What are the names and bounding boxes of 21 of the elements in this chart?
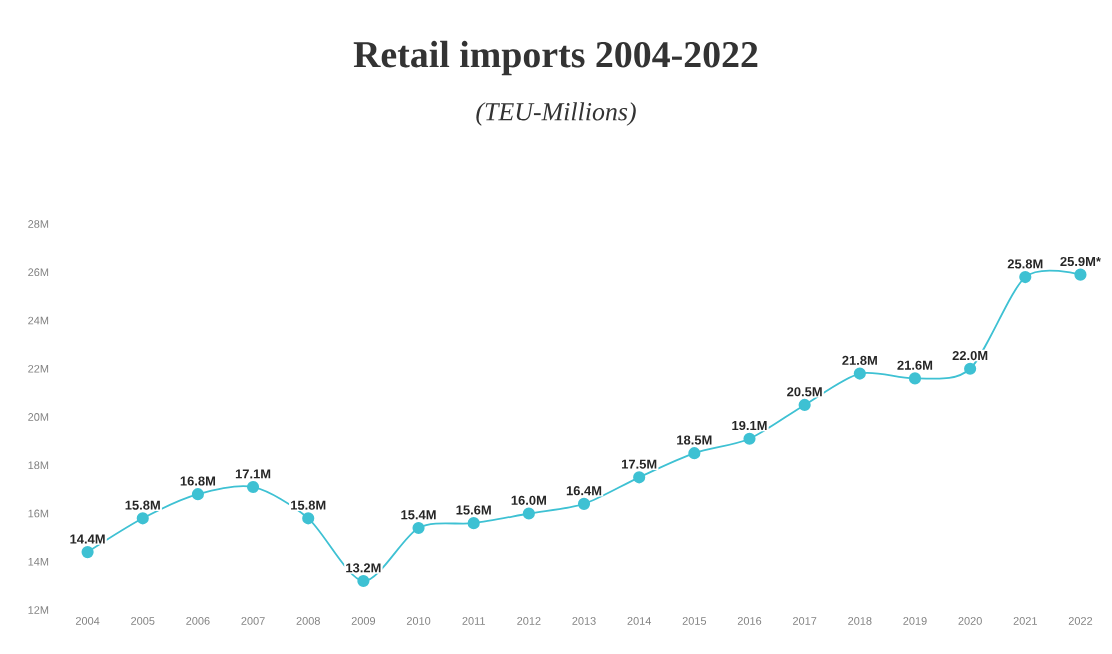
point <box>81 546 94 559</box>
point <box>191 488 204 501</box>
point <box>964 362 977 375</box>
point <box>1074 268 1087 281</box>
point <box>1019 270 1032 284</box>
point <box>357 574 370 588</box>
point <box>688 447 701 460</box>
point <box>302 512 315 525</box>
chart-title: Retail imports 2004-2022 <box>353 40 758 76</box>
point <box>467 517 480 530</box>
point <box>136 512 149 525</box>
point <box>522 507 535 520</box>
point <box>798 398 811 412</box>
point <box>577 497 591 510</box>
point <box>853 367 866 380</box>
point <box>908 372 922 385</box>
point <box>743 432 756 445</box>
chart-subtitle: (TEU-Millions) <box>476 102 636 126</box>
point <box>412 521 425 535</box>
point <box>246 480 260 494</box>
point <box>633 471 646 484</box>
